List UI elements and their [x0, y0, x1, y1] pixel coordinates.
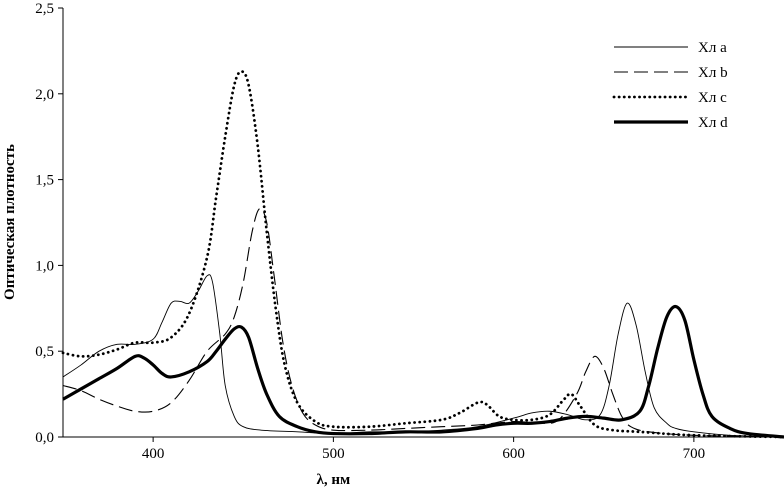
x-tick-label: 700: [683, 446, 706, 462]
legend: Хл a Хл b Хл c Хл d: [612, 40, 728, 131]
y-tick-label: 2,0: [35, 87, 54, 103]
axes: [62, 8, 784, 438]
y-axis-title: Оптическая плотность: [2, 144, 18, 300]
y-tick-label: 1,5: [35, 173, 54, 189]
x-tick-label: 600: [502, 446, 525, 462]
series-chl-c-line: [61, 70, 784, 439]
series-chl-b-line: [62, 207, 784, 438]
series-chl-a-legend-label: Хл a: [698, 40, 727, 56]
y-tick-label: 0,5: [35, 344, 54, 360]
y-tick-label: 1,0: [35, 258, 54, 274]
series-chl-d-legend-label: Хл d: [698, 115, 728, 131]
series-chl-c-legend-label: Хл c: [698, 90, 727, 106]
x-axis-title: λ, нм: [317, 472, 351, 488]
x-tick-label: 400: [142, 446, 165, 462]
y-tick-label: 2,5: [35, 1, 54, 17]
y-tick-label: 0,0: [35, 430, 54, 446]
x-tick-label: 500: [322, 446, 345, 462]
series-chl-b-legend-label: Хл b: [698, 65, 728, 81]
series-chl-a-line: [62, 274, 784, 438]
series-lines: [61, 70, 784, 439]
series-chl-d-line: [62, 304, 784, 439]
ticks: 0,0 0,5 1,0 1,5 2,0 2,5 400 500 600 700: [35, 1, 705, 462]
